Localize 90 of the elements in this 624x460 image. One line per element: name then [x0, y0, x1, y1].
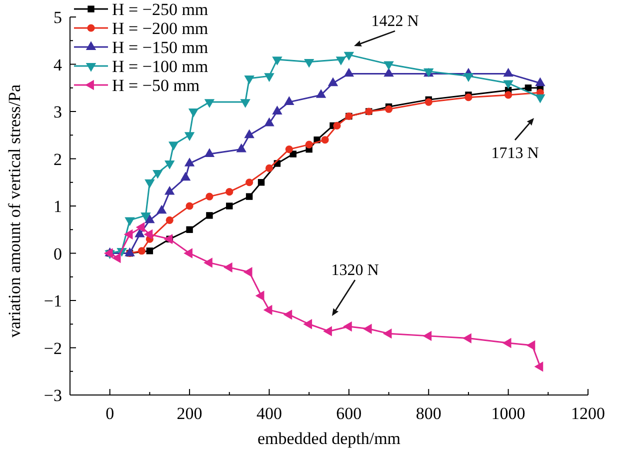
- x-tick-label: 800: [416, 404, 442, 423]
- point: [382, 328, 392, 339]
- point: [244, 75, 254, 84]
- y-tick-label: 0: [54, 244, 62, 264]
- point: [138, 247, 146, 255]
- point: [144, 179, 155, 188]
- point: [168, 142, 179, 150]
- point: [333, 122, 341, 130]
- y-tick-label: −2: [44, 338, 62, 358]
- point: [503, 80, 514, 90]
- point: [152, 170, 163, 179]
- point: [463, 73, 474, 82]
- point: [144, 229, 153, 240]
- point: [255, 290, 264, 301]
- point: [534, 362, 544, 372]
- point: [321, 136, 329, 144]
- point: [344, 52, 354, 61]
- legend-label: H = −250 mm: [112, 0, 208, 19]
- point: [124, 217, 135, 226]
- point: [164, 160, 175, 170]
- point: [362, 324, 372, 334]
- x-tick-label: 400: [256, 404, 282, 423]
- point: [186, 226, 193, 233]
- y-tick-label: 5: [54, 8, 62, 27]
- point: [272, 56, 282, 66]
- point: [188, 108, 199, 118]
- y-tick-label: 4: [54, 55, 62, 74]
- point: [263, 304, 272, 316]
- point: [524, 84, 532, 92]
- point: [140, 212, 151, 222]
- point: [204, 99, 215, 108]
- point: [186, 202, 194, 210]
- point: [502, 338, 512, 348]
- x-axis-title: embedded depth/mm: [257, 429, 401, 448]
- point: [336, 56, 346, 66]
- point: [166, 216, 174, 224]
- x-tick-label: 0: [106, 404, 114, 423]
- x-tick-label: 1000: [491, 404, 526, 423]
- point: [226, 188, 234, 196]
- point: [258, 179, 265, 186]
- point: [240, 99, 250, 108]
- y-tick-label: 2: [54, 150, 62, 169]
- point: [535, 94, 546, 104]
- point: [124, 229, 133, 240]
- legend-label: H = −50 mm: [112, 76, 200, 95]
- point: [384, 61, 394, 70]
- point: [206, 212, 213, 219]
- y-tick-label: −1: [44, 292, 62, 310]
- point: [343, 321, 352, 332]
- point: [304, 58, 314, 68]
- point: [146, 248, 154, 254]
- point: [265, 164, 274, 172]
- point: [112, 252, 121, 264]
- point: [136, 222, 145, 232]
- point: [384, 105, 393, 113]
- annotation: 1320 N: [331, 262, 380, 279]
- point: [184, 248, 192, 258]
- legend-label: H = −150 mm: [112, 38, 208, 57]
- annotation: 1422 N: [371, 13, 420, 30]
- point: [243, 267, 252, 278]
- point: [424, 98, 432, 106]
- point: [246, 193, 253, 200]
- point: [422, 330, 432, 342]
- x-tick-label: 600: [336, 404, 362, 423]
- y-tick-label: 3: [54, 102, 62, 122]
- point: [246, 178, 254, 186]
- point: [264, 73, 274, 82]
- point: [224, 262, 232, 273]
- legend-label: H = −200 mm: [112, 19, 208, 38]
- x-tick-label: 200: [176, 404, 202, 423]
- point: [462, 333, 472, 344]
- annotation: 1713 N: [491, 145, 540, 162]
- y-axis-title: variation amount of vertical stress/Pa: [5, 84, 24, 338]
- point: [184, 132, 195, 142]
- point: [206, 192, 214, 200]
- point: [285, 146, 293, 154]
- point: [164, 234, 173, 244]
- point: [305, 140, 313, 148]
- point: [526, 340, 536, 350]
- point: [504, 91, 512, 99]
- x-tick-label: 1200: [571, 404, 605, 423]
- point: [464, 94, 472, 102]
- y-tick-label: −3: [44, 386, 62, 405]
- legend-label: H = −100 mm: [112, 57, 208, 76]
- point: [283, 310, 292, 320]
- point: [204, 258, 212, 268]
- point: [323, 326, 332, 336]
- point: [226, 202, 233, 210]
- y-tick-label: 1: [54, 197, 62, 216]
- point: [303, 319, 312, 330]
